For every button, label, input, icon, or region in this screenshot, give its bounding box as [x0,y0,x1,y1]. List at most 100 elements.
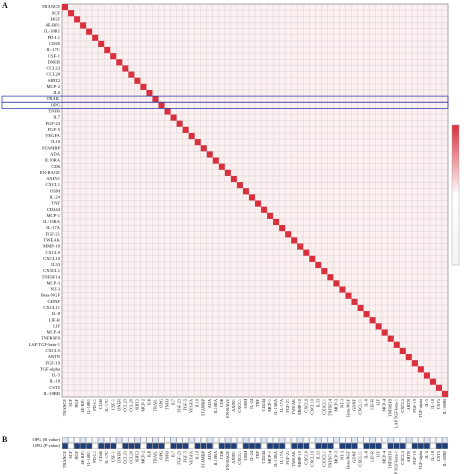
diagonal-cell [351,298,358,305]
column-label: CD40 [98,451,103,461]
diagonal-cell [242,188,249,195]
row-label: TWEAK [43,237,60,242]
row-label: IL-15RA [43,219,61,224]
b-cell [405,437,412,443]
diagonal-cell [441,390,448,397]
column-label: FGF-23 [177,399,182,413]
diagonal-cell [303,249,310,256]
diagonal-cell [146,89,153,97]
column-label: CXCL1 [237,399,242,413]
column-label: LIF [376,398,381,405]
b-cell [110,437,117,443]
b-cell [200,443,207,449]
b-cell [279,437,285,443]
column-label: IL-17C [104,451,109,464]
row-label: CX3CL1 [43,268,61,273]
b-cell [321,443,328,449]
b-cell [152,443,159,449]
row-label: TRANCE [42,4,61,9]
b-cell [424,437,430,443]
column-label: NT-3 [339,399,344,408]
column-label: MCP-4 [382,398,387,412]
diagonal-cell [435,384,442,391]
row-label: CCL23 [46,66,60,71]
b-cell [333,443,340,449]
b-cell [86,443,92,449]
b-cell [321,437,328,443]
b-cell [363,437,370,443]
column-label: CSF-1 [110,451,115,462]
b-cell [291,443,298,449]
column-label: CCL23 [122,399,127,412]
b-cell [405,443,412,449]
column-label: IL-17A [279,398,284,412]
b-cell [297,443,304,449]
row-label: TNFSF14 [42,274,61,279]
b-cell [237,443,243,449]
diagonal-cell [68,10,75,17]
row-label: TNFB [48,109,60,114]
b-cell [92,443,98,449]
diagonal-cell [182,126,189,133]
b-cell [375,443,382,449]
b-cell [164,437,171,443]
row-label: 4E-BP1 [45,23,60,28]
b-cell [369,437,376,443]
b-cell [418,443,424,449]
column-label: MMP-10 [297,399,302,415]
b-cell [291,437,298,443]
b-cell [188,443,195,449]
column-label: IL-10RB [442,451,447,467]
column-label: 4E-BP1 [80,399,85,413]
column-label: TGF-alpha [418,399,423,418]
column-label: HGF [74,398,79,407]
column-label: CD6 [219,450,224,459]
b-cell [249,443,255,449]
column-label: MCP-4 [382,450,387,464]
column-label: FGF-19 [412,451,417,465]
b-cell [442,437,448,443]
row-label: CXCL9 [45,250,60,255]
b-cell [140,443,147,449]
column-label: IL-15RA [273,450,278,467]
column-label: LAP TGF-beta-1 [394,451,399,474]
row-label: MCP-2 [46,84,60,89]
b-cell [158,437,165,443]
column-label: IL7 [171,450,176,457]
b-cell [200,437,207,443]
column-label: CST5 [436,451,441,461]
b-cell [243,437,249,443]
b-cell [436,437,442,443]
b-cell [176,443,183,449]
row-label: CSF-1 [48,53,61,58]
b-cell [393,443,400,449]
b-cell [128,443,135,449]
b-cell [255,437,261,443]
diagonal-cell [194,139,201,146]
b-cell [188,437,195,443]
b-cell [412,437,418,443]
b-cell [98,437,105,443]
colorbar [451,124,460,266]
row-label: CXCL5 [45,348,60,353]
row-label: TNF [51,201,60,206]
diagonal-cell [405,354,412,361]
diagonal-cell [267,212,274,219]
row-label: CXCL1 [45,182,60,187]
b-cell [399,437,406,443]
b-cell [104,443,111,449]
row-label: VEGFA [45,133,61,138]
column-label: CSF-1 [110,399,115,410]
b-cell [297,437,304,443]
b-cell [345,443,352,449]
column-label: CX3CL1 [321,451,326,467]
column-label: STAMBP [201,398,206,415]
b-cell [255,443,261,449]
b-cell [170,437,177,443]
row-label: IL-17C [46,47,60,52]
diagonal-cell [188,132,195,140]
b-cell [261,437,267,443]
column-label: STAMBP [201,450,206,467]
column-label: CCL20 [128,451,133,464]
column-label: ARTN [406,451,411,462]
